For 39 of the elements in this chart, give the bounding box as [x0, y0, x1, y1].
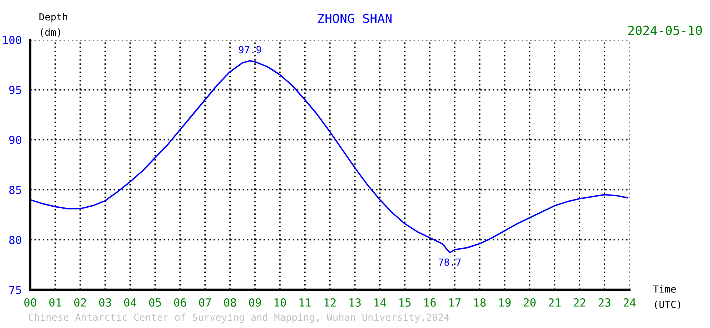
chart-title: ZHONG SHAN	[318, 14, 392, 24]
y-tick-label: 95	[10, 86, 22, 94]
x-tick-label: 14	[374, 298, 386, 307]
x-tick-label: 24	[624, 298, 636, 307]
x-tick-label: 08	[224, 298, 236, 307]
text: Chinese Antarctic Center of Surveying and Mapping, Wuhan University,2024	[29, 314, 450, 324]
x-tick-label: 19	[500, 298, 511, 307]
x-tick-label: 07	[199, 298, 212, 307]
x-tick-label: 01	[50, 298, 62, 307]
x-tick-label: 02	[74, 298, 86, 307]
y-tick-label: 75	[10, 286, 22, 294]
y-tick-label: 90	[10, 136, 22, 144]
x-tick-label: 10	[274, 298, 286, 307]
x-tick-label: 16	[424, 298, 436, 307]
x-tick-label: 15	[400, 298, 411, 307]
x-tick-label: 00	[24, 298, 36, 307]
x-tick-label: 09	[249, 298, 262, 307]
y-tick-label: 85	[10, 186, 22, 194]
x-tick-label: 05	[149, 298, 162, 307]
x-tick-label: 17	[450, 298, 461, 307]
x-tick-label: 21	[549, 298, 561, 307]
annotation: 97.9	[239, 46, 262, 54]
line-series	[30, 60, 628, 254]
annotation: 78.7	[438, 258, 461, 266]
x-tick-label: 04	[124, 298, 137, 307]
x-tick-label: 11	[300, 298, 312, 307]
x-tick-label: 03	[99, 298, 112, 307]
y-tick-label: 100	[3, 36, 22, 44]
x-tick-label: 13	[350, 298, 361, 307]
y-axis-title: Depth (dm)	[40, 13, 68, 38]
x-tick-label: 06	[174, 298, 186, 307]
x-tick-label: 23	[598, 298, 611, 307]
text: 2024-05-10	[628, 26, 702, 36]
x-tick-label: 22	[574, 298, 586, 307]
x-tick-label: 18	[474, 298, 486, 307]
x-tick-label: 12	[324, 298, 336, 307]
y-tick-label: 80	[10, 236, 22, 244]
x-axis-title: Time (UTC)	[653, 285, 680, 310]
x-tick-label: 20	[524, 298, 536, 307]
